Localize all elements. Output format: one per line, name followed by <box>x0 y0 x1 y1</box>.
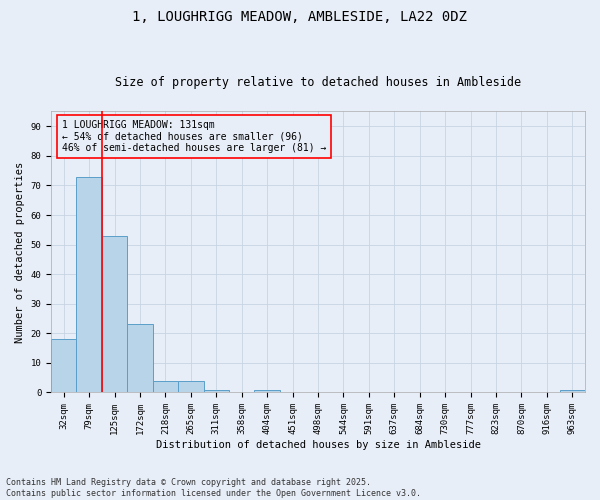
Bar <box>76 176 102 392</box>
Bar <box>127 324 153 392</box>
Bar <box>153 380 178 392</box>
Text: 1 LOUGHRIGG MEADOW: 131sqm
← 54% of detached houses are smaller (96)
46% of semi: 1 LOUGHRIGG MEADOW: 131sqm ← 54% of deta… <box>62 120 326 153</box>
Bar <box>203 390 229 392</box>
Text: 1, LOUGHRIGG MEADOW, AMBLESIDE, LA22 0DZ: 1, LOUGHRIGG MEADOW, AMBLESIDE, LA22 0DZ <box>133 10 467 24</box>
Bar <box>102 236 127 392</box>
X-axis label: Distribution of detached houses by size in Ambleside: Distribution of detached houses by size … <box>155 440 481 450</box>
Text: Contains HM Land Registry data © Crown copyright and database right 2025.
Contai: Contains HM Land Registry data © Crown c… <box>6 478 421 498</box>
Bar <box>560 390 585 392</box>
Bar <box>51 339 76 392</box>
Title: Size of property relative to detached houses in Ambleside: Size of property relative to detached ho… <box>115 76 521 90</box>
Bar <box>178 380 203 392</box>
Y-axis label: Number of detached properties: Number of detached properties <box>15 162 25 342</box>
Bar <box>254 390 280 392</box>
